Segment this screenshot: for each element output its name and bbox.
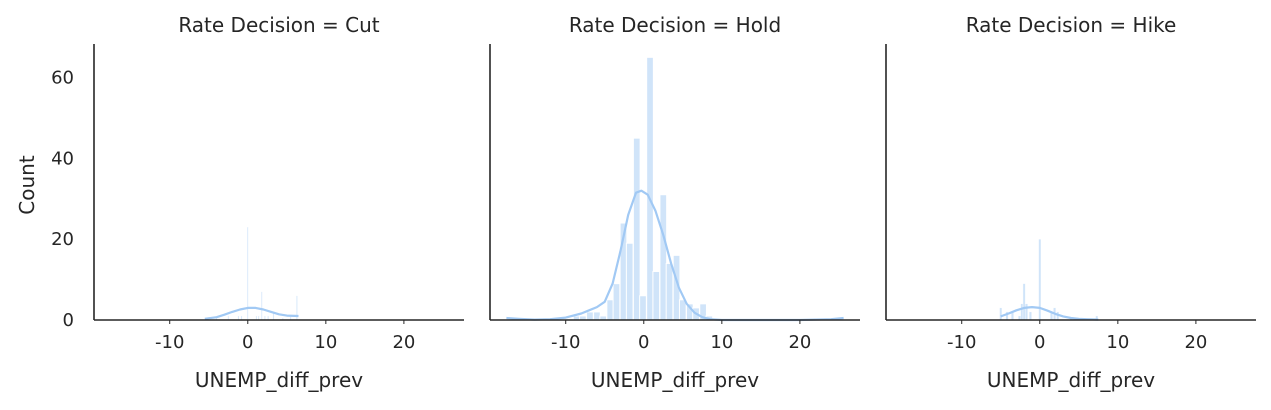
x-tick-label: -10 [551, 332, 580, 353]
histogram-bar [646, 56, 654, 321]
y-tick-label: 20 [51, 229, 74, 250]
panel-title: Rate Decision = Hold [569, 13, 781, 37]
x-tick-label: 0 [242, 332, 253, 353]
histogram-bar [665, 262, 674, 321]
y-axis-label: Count [15, 155, 39, 215]
x-axis-label: UNEMP_diff_prev [987, 368, 1155, 392]
histogram-bar [1025, 303, 1028, 321]
histogram-bar [1029, 311, 1032, 321]
x-tick-label: 20 [788, 332, 811, 353]
y-tick-label: 40 [51, 148, 74, 169]
histogram-bar [612, 283, 621, 321]
histogram-bar [999, 307, 1003, 321]
kde-line [204, 306, 299, 320]
y-tick-label: 0 [63, 310, 74, 331]
histogram-bar [606, 299, 615, 321]
x-tick-label: 10 [710, 332, 733, 353]
histogram-bar [1022, 283, 1026, 321]
histogram-bar [593, 311, 601, 321]
kde-line [1000, 306, 1099, 321]
histogram-bar [659, 194, 668, 321]
x-tick-label: 0 [1034, 332, 1045, 353]
panel-title: Rate Decision = Hike [966, 13, 1177, 37]
x-tick-label: -10 [155, 332, 184, 353]
histogram-bar [261, 291, 263, 321]
facet-panel-2: -10 0 10 20 Rate Decision = Hike UNEMP_diff_p… [885, 13, 1256, 392]
y-tick-label: 60 [51, 68, 74, 89]
histogram-bar [632, 137, 641, 321]
x-tick-label: 10 [314, 332, 337, 353]
histogram-bar [1020, 303, 1024, 321]
x-tick-label: 0 [638, 332, 649, 353]
x-axis-label: UNEMP_diff_prev [591, 368, 759, 392]
facet-panel-0: -10 0 10 20 0 20 40 60 Rate Decision = Cut UNEMP_… [51, 13, 464, 392]
x-tick-label: -10 [947, 332, 976, 353]
histogram-bar [652, 271, 661, 321]
x-axis-label: UNEMP_diff_prev [195, 368, 363, 392]
x-tick-label: 20 [1184, 332, 1207, 353]
histogram-bar [625, 242, 634, 321]
histogram-bar [247, 226, 249, 321]
panel-title: Rate Decision = Cut [178, 13, 379, 37]
histogram-bar [586, 311, 594, 321]
facet-panel-1: -10 0 10 20 Rate Decision = Hold UNEMP_diff_p… [489, 13, 860, 392]
x-tick-label: 10 [1106, 332, 1129, 353]
x-tick-label: 20 [392, 332, 415, 353]
histogram-bar [639, 295, 647, 321]
